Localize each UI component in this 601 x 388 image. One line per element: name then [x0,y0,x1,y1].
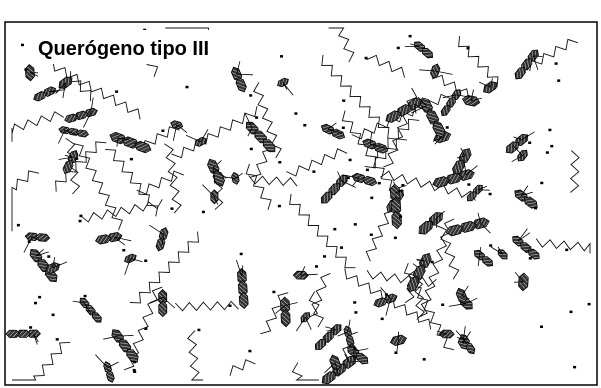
heteroatom-mark [370,234,373,237]
heteroatom-mark [342,127,345,130]
heteroatom-mark [280,55,283,58]
heteroatom-mark [431,261,434,264]
heteroatom-mark [133,371,136,374]
page: Querógeno tipo III (() => { const data =… [0,0,601,388]
heteroatom-mark [312,170,315,173]
heteroatom-mark [378,182,381,185]
heteroatom-mark [144,328,147,331]
heteroatom-mark [353,347,356,350]
heteroatom-mark [353,301,356,304]
heteroatom-mark [528,142,531,145]
heteroatom-mark [249,94,252,97]
heteroatom-mark [56,338,59,341]
heteroatom-mark [29,326,32,329]
heteroatom-mark [381,318,384,321]
bond [237,74,253,75]
heteroatom-mark [489,244,492,247]
heteroatom-mark [548,129,551,132]
heteroatom-mark [467,47,470,50]
heteroatom-mark [272,291,275,294]
heteroatom-mark [294,112,297,115]
heteroatom-mark [315,265,318,268]
heteroatom-mark [197,329,200,332]
heteroatom-mark [21,44,24,47]
heteroatom-mark [354,223,357,226]
heteroatom-mark [333,228,336,231]
heteroatom-mark [446,126,449,129]
heteroatom-mark [397,47,400,50]
heteroatom-mark [565,249,568,252]
heteroatom-mark [534,207,537,210]
heteroatom-mark [540,182,543,185]
heteroatom-mark [385,293,388,296]
heteroatom-mark [144,260,147,263]
heteroatom-mark [250,148,253,151]
heteroatom-mark [570,311,573,314]
heteroatom-mark [354,311,357,314]
heteroatom-mark [588,303,591,306]
heteroatom-mark [370,197,373,200]
heteroatom-mark [394,237,397,240]
heteroatom-mark [24,68,27,71]
heteroatom-mark [229,305,232,308]
heteroatom-mark [130,158,133,161]
heteroatom-mark [409,35,412,38]
heteroatom-mark [161,130,164,133]
heteroatom-mark [240,253,243,256]
heteroatom-mark [303,124,306,127]
heteroatom-mark [202,211,205,214]
kerogen-figure: Querógeno tipo III [0,0,601,388]
heteroatom-mark [171,207,174,210]
heteroatom-mark [28,241,31,244]
heteroatom-mark [115,90,118,93]
heteroatom-mark [122,249,125,252]
aromatic-ring [6,330,20,337]
heteroatom-mark [489,193,492,196]
heteroatom-mark [394,352,397,355]
aromatic-ring [159,301,167,316]
heteroatom-mark [546,151,549,154]
heteroatom-mark [248,350,251,353]
heteroatom-mark [75,157,78,160]
heteroatom-mark [365,57,368,60]
heteroatom-mark [278,161,281,164]
heteroatom-mark [401,184,404,187]
heteroatom-mark [47,255,50,257]
heteroatom-mark [555,62,558,65]
heteroatom-mark [38,296,41,299]
heteroatom-mark [323,255,326,258]
heteroatom-mark [540,326,543,329]
heteroatom-mark [423,358,426,361]
heteroatom-mark [529,257,532,260]
heteroatom-mark [557,79,560,82]
heteroatom-mark [347,177,350,180]
heteroatom-mark [467,183,470,186]
heteroatom-mark [366,169,369,172]
heteroatom-mark [79,220,82,223]
heteroatom-mark [186,86,189,89]
heteroatom-mark [278,205,281,208]
heteroatom-mark [17,224,20,227]
heteroatom-mark [79,215,82,218]
heteroatom-mark [399,216,402,219]
heteroatom-mark [441,304,444,307]
heteroatom-mark [34,302,37,305]
heteroatom-mark [255,116,258,119]
frame [5,22,597,385]
heteroatom-mark [340,246,343,249]
heteroatom-mark [349,159,352,162]
heteroatom-mark [573,366,576,369]
heteroatom-mark [550,145,553,148]
heteroatom-mark [133,361,136,364]
heteroatom-mark [84,295,87,298]
heteroatom-mark [342,99,345,102]
title: Querógeno tipo III [38,38,209,60]
heteroatom-mark [52,314,55,317]
